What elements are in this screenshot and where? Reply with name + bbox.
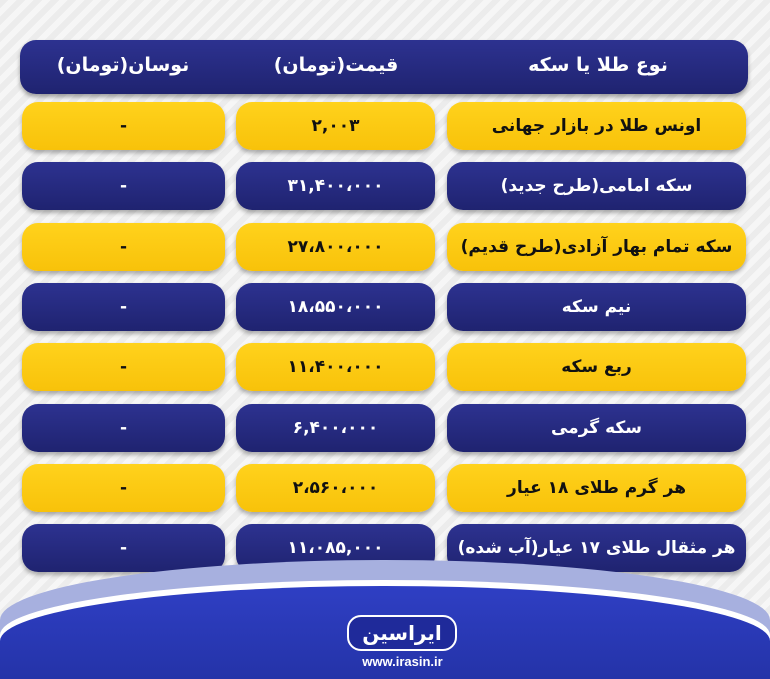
website-url: www.irasin.ir [362,654,443,669]
item-change: - [22,282,225,331]
item-price: ۲۷،۸۰۰،۰۰۰ [236,222,435,271]
item-price: ۲,۰۰۳ [236,102,435,150]
item-price: ۱۸،۵۵۰،۰۰۰ [236,282,435,331]
item-name: سکه گرمی [447,403,746,452]
item-change: - [22,343,225,392]
item-name: سکه تمام بهار آزادی(طرح قدیم) [447,222,746,271]
item-name: ربع سکه [447,343,746,392]
header-type: نوع طلا یا سکه [528,54,668,76]
item-change: - [22,524,225,573]
table-header: نوع طلا یا سکه قیمت(تومان) نوسان(تومان) [20,40,748,94]
item-price: ۳۱,۴۰۰،۰۰۰ [236,162,435,211]
item-name: هر گرم طلای ۱۸ عیار [447,463,746,512]
header-price: قیمت(تومان) [273,54,399,76]
header-change: نوسان(تومان) [56,54,190,76]
irasin-logo: ایراسین [347,615,457,651]
item-change: - [22,162,225,211]
item-price: ۱۱،۴۰۰،۰۰۰ [236,343,435,392]
item-price: ۲،۵۶۰،۰۰۰ [236,463,435,512]
item-name: نیم سکه [447,282,746,331]
item-name: سکه امامی(طرح جدید) [447,162,746,211]
item-name: اونس طلا در بازار جهانی [447,102,746,150]
item-change: - [22,463,225,512]
item-change: - [22,222,225,271]
item-change: - [22,403,225,452]
item-change: - [22,102,225,150]
item-price: ۶,۴۰۰،۰۰۰ [236,403,435,452]
